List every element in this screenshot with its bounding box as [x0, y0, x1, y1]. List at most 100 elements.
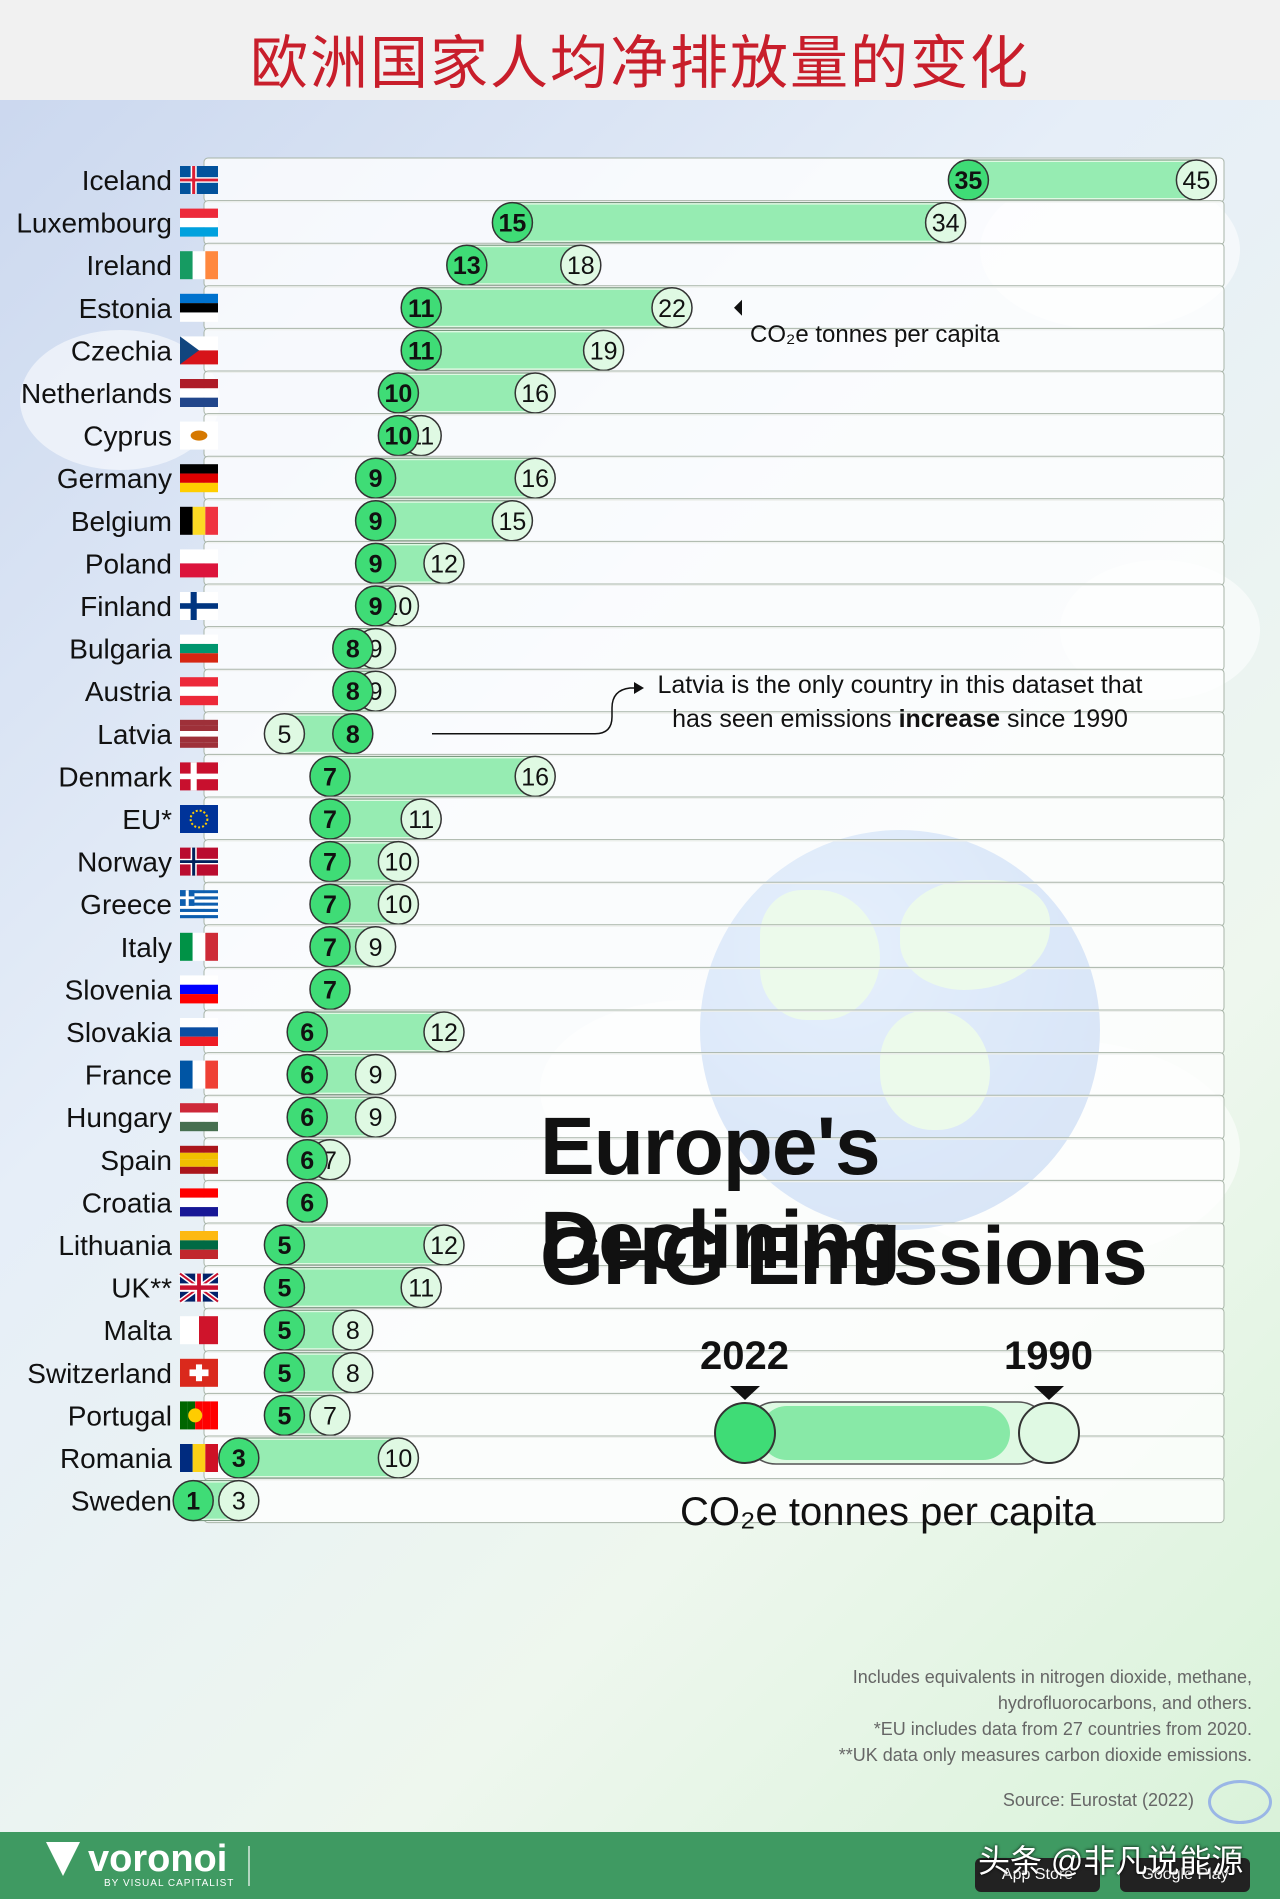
value-label-2022: 3	[232, 1445, 246, 1473]
flag-stripe	[199, 1316, 218, 1345]
footnote: **UK data only measures carbon dioxide e…	[838, 1745, 1252, 1765]
flag-stripe	[180, 1207, 218, 1217]
row-background	[203, 413, 1225, 459]
country-label: France	[85, 1060, 172, 1091]
chart-row: Bulgaria 98	[69, 626, 1225, 672]
value-label-1990: 10	[384, 849, 412, 877]
headline-line-1: Europe's Declining	[540, 1101, 901, 1286]
country-label: Estonia	[79, 293, 173, 324]
country-label: Cyprus	[83, 421, 172, 452]
value-label-2022: 9	[369, 550, 383, 578]
marker-1990	[377, 840, 420, 883]
flag-stripe	[180, 379, 218, 389]
app-store-badge[interactable]: App Store	[975, 1858, 1100, 1892]
footnotes: Includes equivalents in nitrogen dioxide…	[740, 1664, 1252, 1768]
value-label-2022: 10	[384, 423, 412, 451]
flag-cross	[180, 178, 218, 182]
value-label-1990: 15	[498, 508, 526, 536]
legend-units-label: CO₂e tonnes per capita	[680, 1490, 1096, 1534]
legend-2022-pointer-icon	[730, 1386, 760, 1400]
flag-stripe	[192, 932, 206, 961]
flag-stripe	[180, 994, 218, 1004]
flag-stripe	[180, 303, 218, 313]
flag-stripe	[180, 911, 218, 916]
bar-range	[511, 202, 947, 244]
value-label-2022: 6	[300, 1019, 314, 1047]
footnote: hydrofluorocarbons, and others.	[997, 1693, 1252, 1713]
value-label-2022: 8	[346, 721, 360, 749]
google-play-badge[interactable]: Google Play	[1120, 1858, 1250, 1892]
row-background	[203, 242, 1225, 288]
flag-stripe	[180, 227, 218, 237]
bar-range	[967, 159, 1197, 201]
marker-1990	[514, 755, 556, 798]
latvia-note-bold: increase	[898, 705, 1001, 733]
row-background	[203, 285, 1225, 331]
value-label-2022: 5	[277, 1317, 291, 1345]
marker-2022	[354, 542, 397, 585]
marker-1990	[377, 883, 420, 925]
flag-cross	[180, 896, 195, 900]
flag-cross	[189, 1369, 209, 1377]
value-label-2022: 6	[300, 1104, 314, 1132]
header-banner	[0, 0, 1280, 100]
flag-stripe	[180, 1145, 218, 1153]
value-label-2022: 5	[277, 1360, 291, 1388]
bar-gradient	[238, 1440, 399, 1476]
bar-range	[238, 1437, 399, 1479]
flag-stripe	[180, 482, 218, 493]
country-label: Sweden	[71, 1486, 172, 1517]
country-label: Bulgaria	[69, 634, 172, 665]
flag-stripe	[180, 1159, 218, 1167]
bar-gradient	[375, 502, 513, 539]
marker-1990	[423, 1224, 465, 1266]
flag-stripe	[180, 464, 218, 474]
country-label: Belgium	[71, 506, 172, 537]
footnote: *EU includes data from 27 countries from…	[873, 1719, 1252, 1739]
country-label: Denmark	[58, 761, 173, 792]
value-label-2022: 7	[323, 891, 337, 919]
country-label: Iceland	[82, 165, 172, 196]
chart-row: Czechia 19 11	[71, 327, 1225, 373]
marker-1990	[332, 1352, 374, 1394]
country-label: Italy	[121, 932, 172, 963]
marker-1990	[1175, 159, 1218, 201]
flag-stripe	[180, 1316, 199, 1345]
flag-stripe	[180, 1166, 218, 1174]
bar-gradient	[512, 204, 946, 241]
value-label-2022: 5	[277, 1232, 291, 1260]
marker-2022	[446, 244, 488, 286]
flag-stripe	[180, 890, 218, 894]
value-label-1990: 12	[430, 1019, 458, 1047]
flag-stripe	[180, 1444, 193, 1472]
flag-stripe	[205, 932, 218, 961]
flag-stripe	[180, 1018, 218, 1028]
bar-gradient	[330, 758, 536, 795]
value-label-1990: 9	[369, 1062, 383, 1090]
flag-stripe	[180, 208, 218, 218]
flag-triangle	[180, 336, 199, 365]
flag-stripe	[192, 506, 206, 535]
marker-1990	[218, 1479, 260, 1522]
marker-2022	[491, 201, 534, 244]
value-label-1990: 11	[408, 1275, 434, 1303]
flag-stripe	[180, 1112, 218, 1122]
marker-2022	[286, 1181, 328, 1224]
value-label-1990: 12	[430, 550, 458, 578]
flag-stripe	[180, 549, 218, 564]
country-label: Latvia	[97, 719, 172, 750]
bar-range	[375, 500, 513, 542]
marker-2022	[400, 329, 442, 372]
chart-row: Slovakia 12 6	[66, 1009, 1225, 1055]
chart-row: UK** 11 5	[111, 1265, 1225, 1311]
value-label-1990: 11	[408, 806, 434, 834]
chart-row: Norway 10 7	[77, 839, 1225, 885]
flag-stripe	[180, 677, 218, 687]
value-label-1990: 9	[369, 1104, 383, 1132]
flag-stripe	[180, 312, 218, 322]
country-label: Luxembourg	[16, 208, 172, 239]
value-label-2022: 8	[346, 636, 360, 664]
latvia-note-text: Latvia is the only country in this datas…	[657, 671, 1143, 733]
flag-stripe	[180, 984, 218, 995]
country-label: Ireland	[86, 250, 172, 281]
